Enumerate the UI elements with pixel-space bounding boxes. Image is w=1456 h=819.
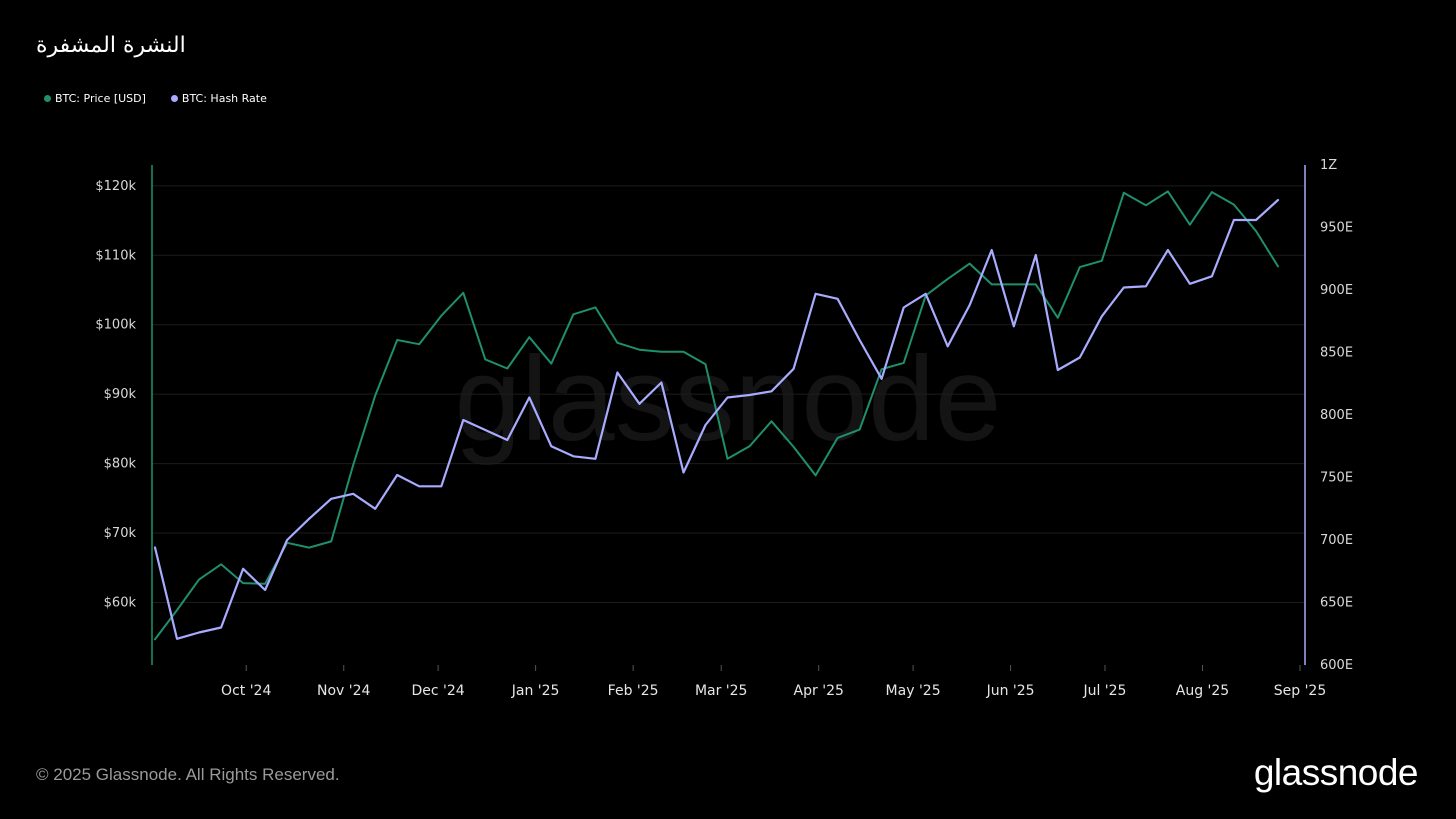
y-right-tick-label: 950E [1320, 221, 1353, 236]
footer-copyright: © 2025 Glassnode. All Rights Reserved. [36, 765, 340, 784]
series-line-price [154, 190, 1279, 641]
y-right-tick-label: 650E [1320, 596, 1353, 611]
x-tick-label: Oct '24 [221, 683, 271, 699]
legend-dot-hashrate [170, 95, 178, 102]
x-tick-label: Jul '25 [1082, 683, 1126, 699]
chart-legend: BTC: Price [USD] BTC: Hash Rate [44, 92, 292, 105]
x-tick-label: Sep '25 [1274, 683, 1327, 699]
series-line-hashrate [153, 198, 1280, 640]
y-left-tick-label: $60k [104, 596, 137, 611]
x-tick-label: Dec '24 [411, 683, 464, 699]
y-left-tick-label: $70k [104, 526, 137, 541]
y-right-tick-label: 850E [1320, 346, 1353, 361]
x-tick-label: Jan '25 [511, 683, 560, 699]
x-tick-label: Apr '25 [794, 683, 844, 699]
y-right-tick-label: 700E [1320, 533, 1353, 548]
y-right-tick-label: 800E [1320, 408, 1353, 423]
series-lines [153, 190, 1280, 641]
x-tick-label: Feb '25 [608, 683, 659, 699]
page-title: النشرة المشفرة [36, 33, 186, 58]
legend-dot-price [44, 95, 51, 102]
legend-label-price: BTC: Price [USD] [55, 92, 146, 105]
axes: $60k $70k $80k $90k $100k $110k $120k 600E 650E 7… [95, 158, 1353, 699]
y-right-tick-label: 1Z [1320, 158, 1337, 173]
watermark-text: glassnode [454, 332, 1001, 466]
x-tick-label: Mar '25 [695, 683, 748, 699]
grid-lines [152, 185, 1305, 603]
x-tick-label: Jun '25 [986, 683, 1035, 699]
legend-item-price[interactable]: BTC: Price [USD] [44, 92, 146, 105]
x-tick-label: May '25 [886, 683, 941, 699]
x-tick-label: Aug '25 [1176, 683, 1229, 699]
x-tick-label: Nov '24 [317, 683, 371, 699]
y-left-tick-label: $120k [95, 179, 136, 194]
y-right-tick-label: 750E [1320, 471, 1353, 486]
legend-item-hashrate[interactable]: BTC: Hash Rate [170, 92, 267, 105]
y-left-tick-label: $90k [104, 387, 137, 402]
y-left-tick-label: $80k [104, 457, 137, 472]
footer-logo: glassnode [1253, 752, 1419, 793]
y-right-tick-label: 600E [1320, 658, 1353, 673]
legend-label-hashrate: BTC: Hash Rate [181, 92, 267, 105]
y-left-tick-label: $100k [95, 318, 136, 333]
y-right-tick-label: 900E [1320, 283, 1353, 298]
y-left-tick-label: $110k [95, 248, 136, 263]
